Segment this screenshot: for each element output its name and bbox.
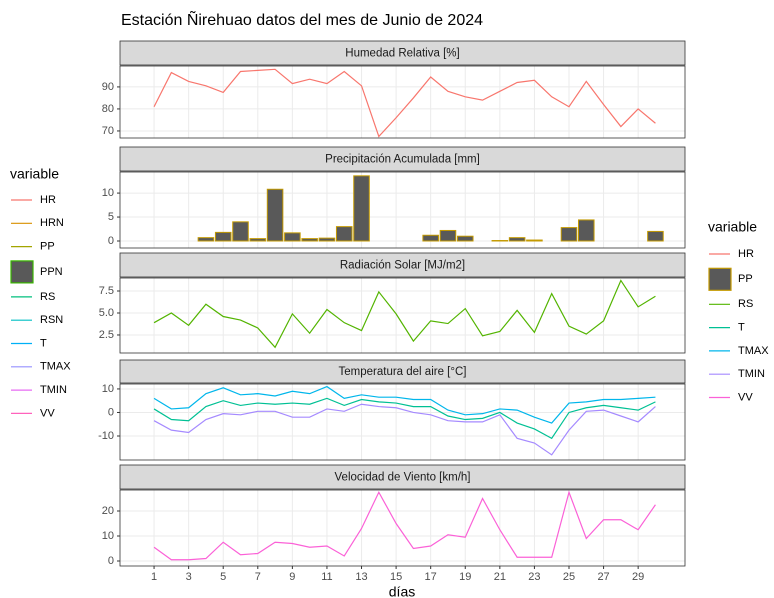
y-tick-label: 0 xyxy=(108,555,114,567)
y-tick-label: 70 xyxy=(102,125,114,137)
y-tick-label: 10 xyxy=(102,187,114,199)
line xyxy=(153,403,656,456)
y-tick-label: 0 xyxy=(108,235,114,247)
bar xyxy=(335,226,353,242)
bar xyxy=(249,238,267,242)
legend-label: TMIN xyxy=(40,384,67,396)
panel xyxy=(120,278,685,353)
strip-title: Temperatura del aire [°C] xyxy=(339,366,467,378)
bar xyxy=(301,238,318,242)
legend-label: PP xyxy=(40,241,55,253)
x-tick-label: 17 xyxy=(425,571,437,583)
legend-label: HR xyxy=(738,248,754,260)
panel xyxy=(120,172,685,248)
bar xyxy=(439,229,457,242)
panel xyxy=(120,384,685,460)
legend-label: RS xyxy=(738,298,753,310)
strip-title: Precipitación Acumulada [mm] xyxy=(325,154,480,166)
strip xyxy=(119,252,686,278)
strip xyxy=(119,40,686,66)
bar xyxy=(284,232,301,242)
x-tick-label: 1 xyxy=(151,571,157,583)
chart-title: Estación Ñirehuao datos del mes de Junio… xyxy=(121,9,483,29)
bar xyxy=(422,234,439,242)
bar xyxy=(578,219,595,242)
legend-label: HRN xyxy=(40,217,64,229)
panel xyxy=(120,490,685,566)
legend-label: RS xyxy=(40,291,55,303)
legend-key xyxy=(10,260,34,284)
panel-border xyxy=(119,277,686,354)
panel xyxy=(120,66,685,138)
legend-label: PP xyxy=(738,273,753,285)
bar xyxy=(560,227,578,242)
y-tick-label: 10 xyxy=(102,383,114,395)
strip xyxy=(119,359,686,384)
panel-border xyxy=(119,383,686,461)
line xyxy=(153,68,656,138)
bar xyxy=(232,221,249,242)
bar xyxy=(214,231,232,242)
legend-label: PPN xyxy=(40,266,63,278)
line xyxy=(153,397,656,440)
y-tick-label: -10 xyxy=(98,430,114,442)
x-tick-label: 27 xyxy=(597,571,609,583)
legend-label: HR xyxy=(40,194,56,206)
bar xyxy=(526,239,543,242)
bar xyxy=(197,237,215,242)
y-tick-label: 2.5 xyxy=(99,329,114,341)
x-tick-label: 3 xyxy=(186,571,192,583)
legend-title: variable xyxy=(10,166,59,182)
strip-title: Radiación Solar [MJ/m2] xyxy=(340,260,465,272)
y-tick-label: 5.0 xyxy=(99,307,114,319)
strip-title: Velocidad de Viento [km/h] xyxy=(335,472,471,484)
y-tick-label: 5 xyxy=(108,211,114,223)
y-tick-label: 20 xyxy=(102,505,114,517)
bar xyxy=(456,235,474,242)
legend-label: TMIN xyxy=(738,368,765,380)
x-tick-label: 13 xyxy=(355,571,367,583)
y-tick-label: 0 xyxy=(108,406,114,418)
strip xyxy=(119,464,686,490)
x-tick-label: 9 xyxy=(289,571,295,583)
y-tick-label: 90 xyxy=(102,81,114,93)
x-tick-label: 5 xyxy=(220,571,226,583)
legend-label: VV xyxy=(40,407,55,419)
x-tick-label: 7 xyxy=(255,571,261,583)
bar xyxy=(508,237,526,242)
strip-title: Humedad Relativa [%] xyxy=(345,48,459,60)
x-tick-label: 15 xyxy=(390,571,402,583)
strip xyxy=(119,146,686,172)
legend-label: TMAX xyxy=(738,345,769,357)
x-tick-label: 19 xyxy=(459,571,471,583)
line xyxy=(153,385,656,424)
bar xyxy=(647,230,664,242)
x-tick-label: 25 xyxy=(563,571,575,583)
x-tick-label: 23 xyxy=(528,571,540,583)
panel-border xyxy=(119,171,686,249)
legend-label: TMAX xyxy=(40,361,71,373)
x-tick-label: 29 xyxy=(632,571,644,583)
legend-key xyxy=(708,267,732,291)
x-axis-title: días xyxy=(389,584,415,598)
panel-border xyxy=(119,65,686,139)
panel-border xyxy=(119,489,686,567)
bar xyxy=(318,237,336,242)
x-tick-label: 11 xyxy=(321,571,332,583)
bar xyxy=(353,175,370,242)
legend-label: VV xyxy=(738,391,753,403)
line xyxy=(153,490,656,561)
x-tick-label: 21 xyxy=(494,571,506,583)
bar xyxy=(266,188,284,242)
legend-label: RSN xyxy=(40,314,63,326)
y-tick-label: 7.5 xyxy=(99,285,114,297)
legend-label: T xyxy=(40,337,47,349)
legend-title: variable xyxy=(708,219,757,235)
line xyxy=(153,279,656,349)
legend-label: T xyxy=(738,322,745,334)
y-tick-label: 10 xyxy=(102,530,114,542)
y-tick-label: 80 xyxy=(102,103,114,115)
